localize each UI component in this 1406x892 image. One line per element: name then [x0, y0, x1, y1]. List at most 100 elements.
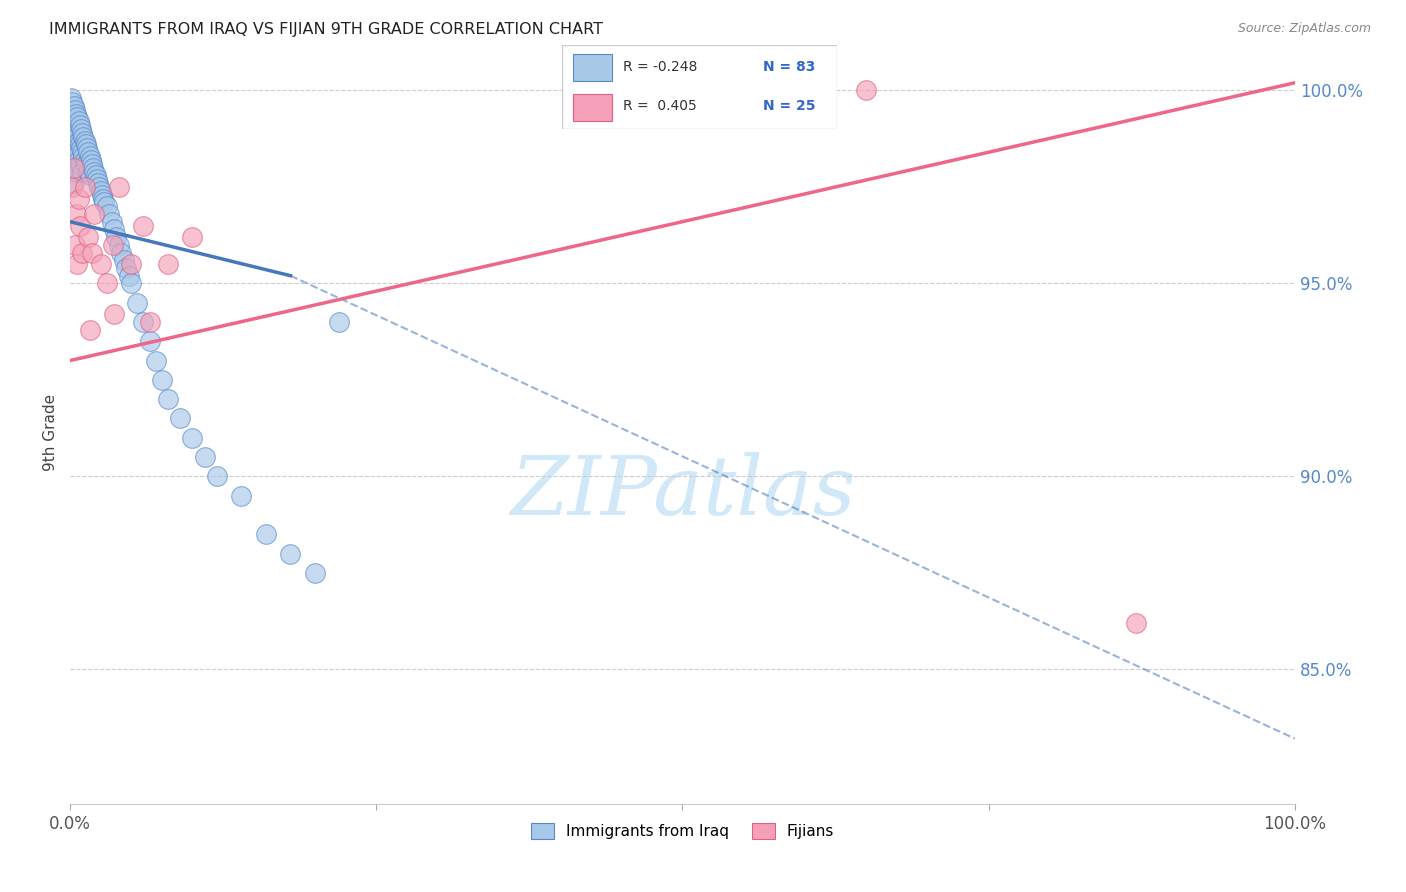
Point [138, 334, 160, 349]
Point [63, 122, 86, 136]
Point [156, 392, 179, 406]
Point [70, 164, 93, 178]
Point [65, 126, 87, 140]
Point [67, 114, 90, 128]
Point [72, 129, 94, 144]
Point [855, 83, 877, 97]
Point [63, 161, 86, 175]
Point [138, 315, 160, 329]
Point [60, 91, 83, 105]
Point [103, 222, 125, 236]
Point [90, 184, 112, 198]
Point [75, 137, 97, 152]
Point [181, 431, 204, 445]
Point [87, 176, 110, 190]
Point [115, 260, 138, 275]
Point [60, 134, 83, 148]
Point [69, 219, 91, 233]
Point [62, 157, 84, 171]
Point [91, 192, 114, 206]
Point [73, 134, 96, 148]
Point [67, 192, 90, 206]
Point [60, 129, 83, 144]
Text: N = 83: N = 83 [762, 61, 815, 74]
Point [181, 230, 204, 244]
Text: N = 25: N = 25 [762, 100, 815, 113]
Point [62, 118, 84, 132]
Point [132, 219, 155, 233]
Point [70, 245, 93, 260]
Point [66, 149, 89, 163]
Point [101, 237, 124, 252]
Point [100, 215, 122, 229]
Text: IMMIGRANTS FROM IRAQ VS FIJIAN 9TH GRADE CORRELATION CHART: IMMIGRANTS FROM IRAQ VS FIJIAN 9TH GRADE… [49, 22, 603, 37]
Point [83, 164, 105, 178]
Point [77, 164, 100, 178]
Point [62, 176, 84, 190]
Point [67, 153, 90, 167]
Point [80, 157, 103, 171]
Point [66, 111, 89, 125]
FancyBboxPatch shape [562, 45, 837, 129]
Point [108, 180, 131, 194]
Point [150, 373, 173, 387]
Point [80, 245, 103, 260]
Point [1125, 615, 1147, 630]
Text: Source: ZipAtlas.com: Source: ZipAtlas.com [1237, 22, 1371, 36]
Point [169, 411, 191, 425]
Point [89, 180, 111, 194]
Point [70, 141, 93, 155]
Point [65, 145, 87, 160]
Point [65, 106, 87, 120]
Point [105, 230, 128, 244]
Point [62, 137, 84, 152]
Point [67, 134, 90, 148]
Point [145, 353, 167, 368]
Point [62, 99, 84, 113]
Point [254, 527, 277, 541]
Point [60, 111, 83, 125]
Text: R = -0.248: R = -0.248 [623, 61, 697, 74]
Point [69, 118, 91, 132]
Point [65, 207, 87, 221]
Point [70, 126, 93, 140]
Bar [574, 94, 612, 120]
Point [96, 277, 118, 291]
Point [90, 257, 112, 271]
Point [80, 153, 103, 167]
Point [79, 169, 101, 183]
Text: ZIPatlas: ZIPatlas [510, 451, 855, 532]
Point [77, 145, 100, 160]
Legend: Immigrants from Iraq, Fijians: Immigrants from Iraq, Fijians [524, 817, 841, 845]
Point [63, 141, 86, 155]
Point [205, 469, 228, 483]
Point [83, 207, 105, 221]
Point [70, 122, 93, 136]
Point [82, 161, 104, 175]
Point [63, 237, 86, 252]
Point [65, 164, 87, 178]
Point [231, 489, 253, 503]
Point [112, 253, 135, 268]
Bar [574, 54, 612, 81]
Point [75, 157, 97, 171]
Text: R =  0.405: R = 0.405 [623, 100, 696, 113]
Point [98, 207, 121, 221]
Point [127, 295, 149, 310]
Point [66, 257, 89, 271]
Point [73, 180, 96, 194]
Point [280, 547, 302, 561]
Point [194, 450, 217, 464]
Point [156, 257, 179, 271]
Point [96, 199, 118, 213]
Point [76, 141, 98, 155]
Point [90, 187, 112, 202]
Point [120, 257, 142, 271]
Point [118, 268, 141, 283]
Point [60, 95, 83, 109]
Point [93, 195, 115, 210]
Point [73, 153, 96, 167]
Point [62, 161, 84, 175]
Point [84, 169, 107, 183]
Point [77, 230, 100, 244]
